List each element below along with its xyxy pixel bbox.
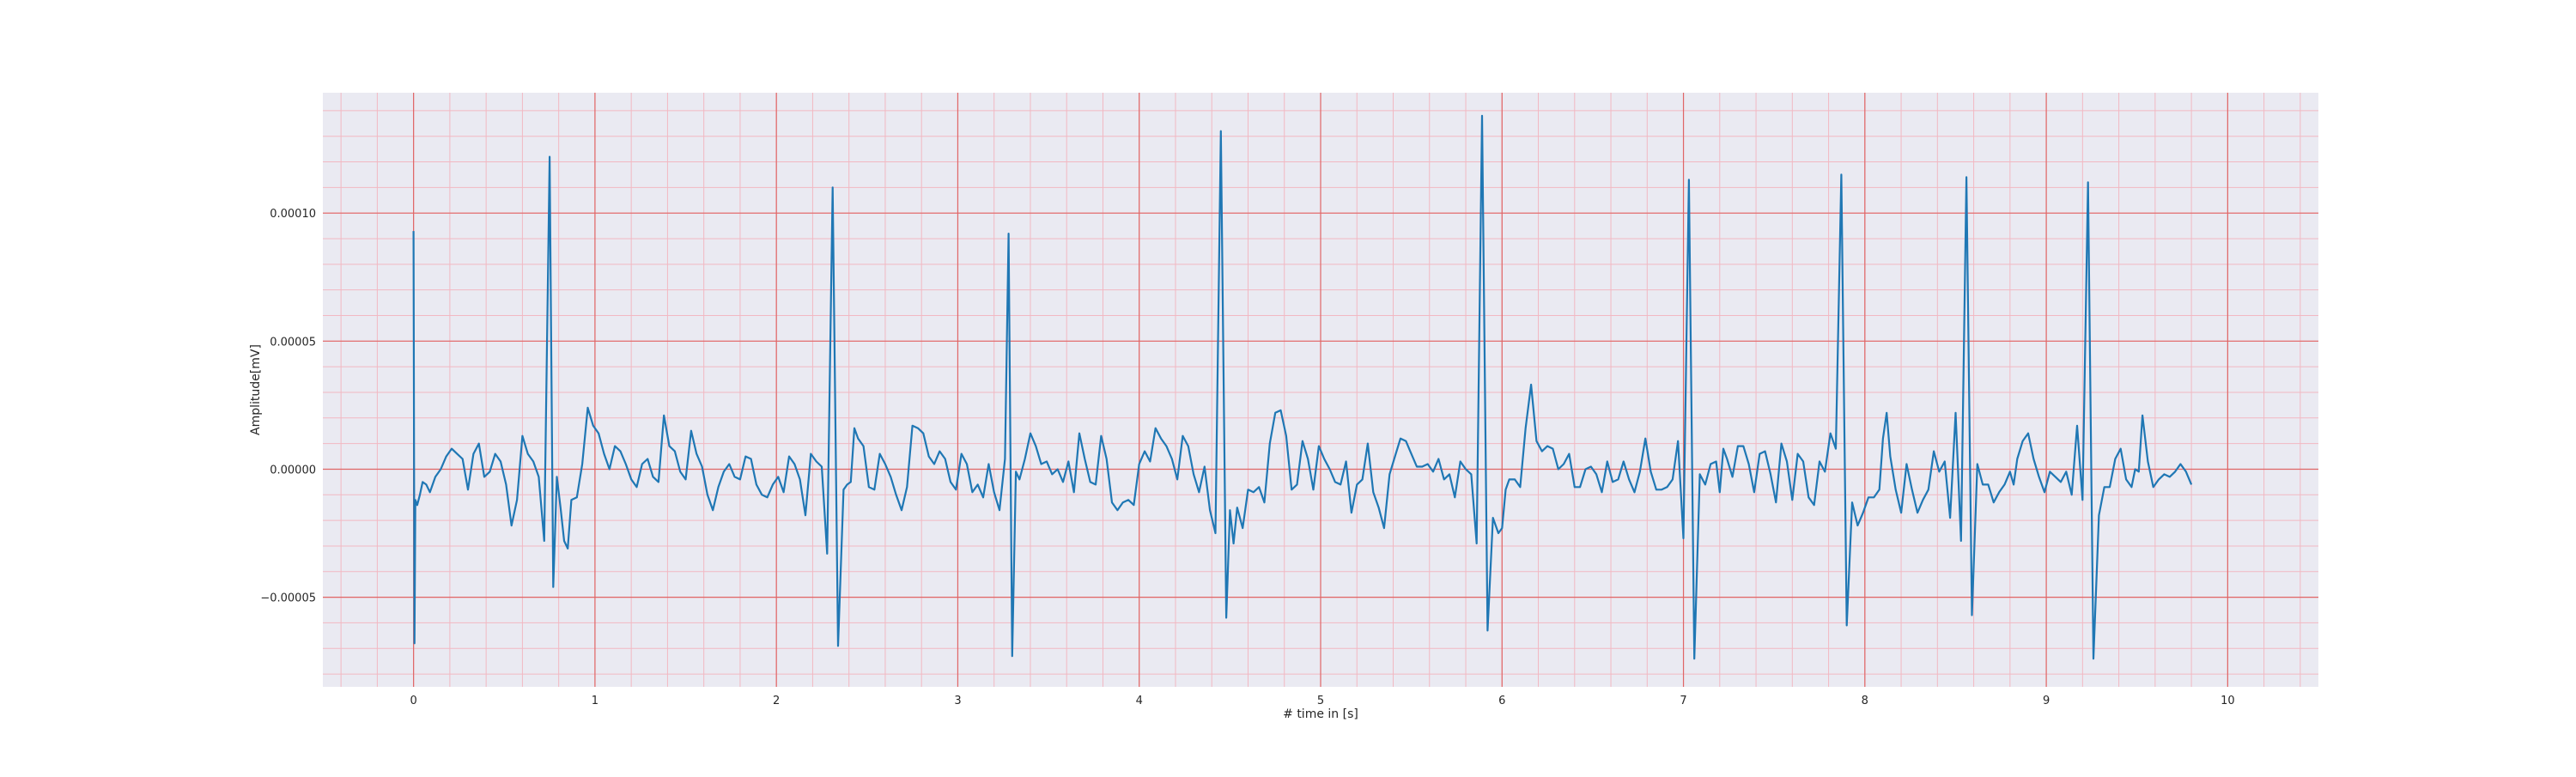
major-grid <box>323 93 2318 687</box>
y-axis-ticks: −0.00005 0.00000 0.00005 0.00010 <box>260 208 316 604</box>
y-axis-label: Amplitude[mV] <box>249 344 263 435</box>
x-tick-label: 5 <box>1317 695 1324 707</box>
series-line-ecg <box>412 114 2193 660</box>
y-tick-label: 0.00010 <box>270 208 316 221</box>
x-tick-label: 9 <box>2043 695 2050 707</box>
x-axis-label: # time in [s] <box>1283 707 1358 721</box>
x-tick-label: 6 <box>1498 695 1505 707</box>
y-tick-label: −0.00005 <box>260 592 316 605</box>
x-tick-label: 0 <box>410 695 416 707</box>
x-tick-label: 4 <box>1136 695 1143 707</box>
x-tick-label: 8 <box>1862 695 1868 707</box>
y-tick-label: 0.00005 <box>270 336 316 349</box>
x-tick-label: 1 <box>592 695 598 707</box>
y-tick-label: 0.00000 <box>270 464 316 477</box>
x-tick-label: 7 <box>1680 695 1686 707</box>
x-tick-label: 3 <box>954 695 961 707</box>
x-tick-label: 2 <box>773 695 780 707</box>
series-layer <box>412 114 2193 660</box>
x-axis-ticks: 0 1 2 3 4 5 6 7 8 9 10 <box>410 695 2234 707</box>
x-tick-label: 10 <box>2221 695 2235 707</box>
